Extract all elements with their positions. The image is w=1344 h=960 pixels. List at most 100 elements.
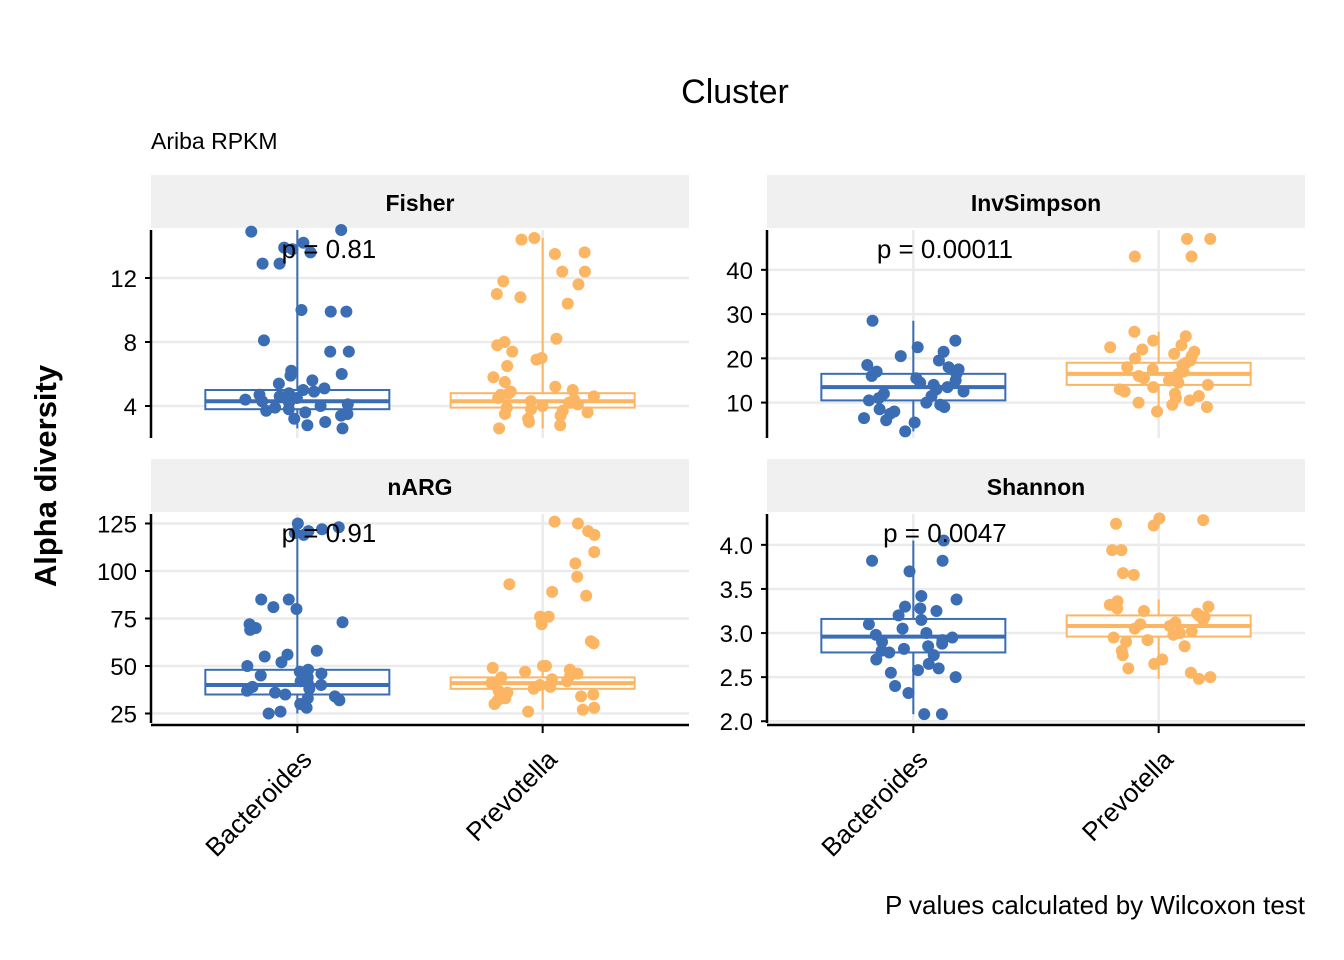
y-tick-label: 2.0 [720, 709, 753, 736]
p-value-label: p = 0.0047 [883, 518, 1007, 548]
data-point [279, 688, 292, 701]
data-point [506, 345, 519, 358]
data-point [571, 398, 584, 411]
data-point [485, 677, 498, 690]
data-point [862, 618, 875, 631]
data-point [1162, 374, 1175, 387]
data-point [303, 682, 316, 695]
data-point [274, 705, 287, 718]
data-point [548, 515, 561, 528]
y-tick-label: 10 [726, 391, 753, 418]
y-tick-label: 3.0 [720, 621, 753, 648]
data-point [300, 701, 313, 714]
data-point [290, 603, 303, 615]
data-point [858, 412, 871, 425]
p-value-label: p = 0.00011 [877, 234, 1013, 264]
data-point [525, 403, 538, 416]
data-point [581, 406, 594, 419]
data-point [297, 528, 310, 541]
data-point [550, 332, 563, 345]
data-point [1132, 396, 1145, 409]
data-point [578, 265, 591, 278]
data-point [1197, 613, 1210, 626]
data-point [519, 665, 532, 678]
data-point [941, 381, 954, 394]
data-point [1106, 544, 1119, 557]
data-point [286, 243, 299, 256]
box-prevotella [1065, 232, 1252, 418]
y-tick-label: 4 [124, 394, 137, 421]
data-point [273, 390, 286, 403]
data-point [920, 396, 933, 409]
box-bacteroides [204, 224, 391, 435]
data-point [1168, 347, 1181, 360]
x-tick-label: Bacteroides [815, 744, 933, 862]
data-point [914, 376, 927, 389]
box-prevotella [1065, 512, 1252, 685]
data-point [1201, 378, 1214, 391]
data-point [1121, 361, 1134, 374]
data-point [915, 613, 928, 626]
data-point [527, 682, 540, 695]
y-tick-label: 20 [726, 346, 753, 373]
box-bacteroides [820, 314, 1007, 438]
data-point [957, 385, 970, 398]
data-point [288, 412, 301, 425]
data-point [490, 288, 503, 300]
data-point [915, 590, 928, 603]
data-point [569, 557, 582, 570]
data-point [1192, 389, 1205, 402]
data-point [935, 708, 948, 721]
facet-strip [151, 175, 689, 228]
data-point [255, 593, 268, 606]
data-point [284, 369, 297, 382]
facet-strip-label: InvSimpson [971, 190, 1101, 216]
data-point [1147, 519, 1160, 532]
data-point [556, 265, 569, 278]
data-point [539, 660, 552, 672]
data-point [546, 585, 559, 598]
data-point [310, 644, 323, 657]
data-point [932, 354, 945, 367]
box-prevotella [449, 515, 636, 718]
data-point [1166, 398, 1179, 411]
data-point [515, 233, 528, 246]
data-point [291, 517, 304, 530]
data-point [297, 236, 310, 249]
y-tick-label: 100 [97, 559, 137, 586]
data-point [587, 637, 600, 650]
data-point [1197, 514, 1210, 527]
data-point [542, 610, 555, 623]
data-point [588, 701, 601, 714]
data-point [267, 601, 280, 614]
data-point [335, 224, 348, 236]
p-value-label: p = 0.91 [282, 518, 377, 548]
data-point [1128, 250, 1141, 263]
data-point [587, 390, 600, 403]
data-point [873, 403, 886, 416]
data-point [578, 246, 591, 259]
data-point [937, 534, 950, 547]
data-point [571, 517, 584, 530]
data-point [244, 623, 257, 636]
data-point [262, 707, 275, 720]
p-value-label: p = 0.81 [282, 234, 377, 264]
y-tick-label: 25 [110, 702, 137, 729]
data-point [336, 616, 349, 629]
data-point [319, 416, 332, 428]
facet-strip-label: Fisher [385, 190, 454, 216]
data-point [1148, 657, 1161, 670]
data-point [1147, 381, 1160, 394]
data-point [862, 394, 875, 407]
data-point [528, 232, 541, 244]
box-bacteroides [820, 534, 1007, 721]
data-point [332, 521, 345, 534]
data-point [1183, 394, 1196, 407]
data-point [936, 554, 949, 567]
data-point [892, 609, 905, 622]
data-point [1204, 671, 1217, 684]
data-point [272, 377, 285, 390]
data-point [561, 297, 574, 310]
data-point [927, 649, 940, 662]
y-tick-label: 50 [110, 654, 137, 681]
